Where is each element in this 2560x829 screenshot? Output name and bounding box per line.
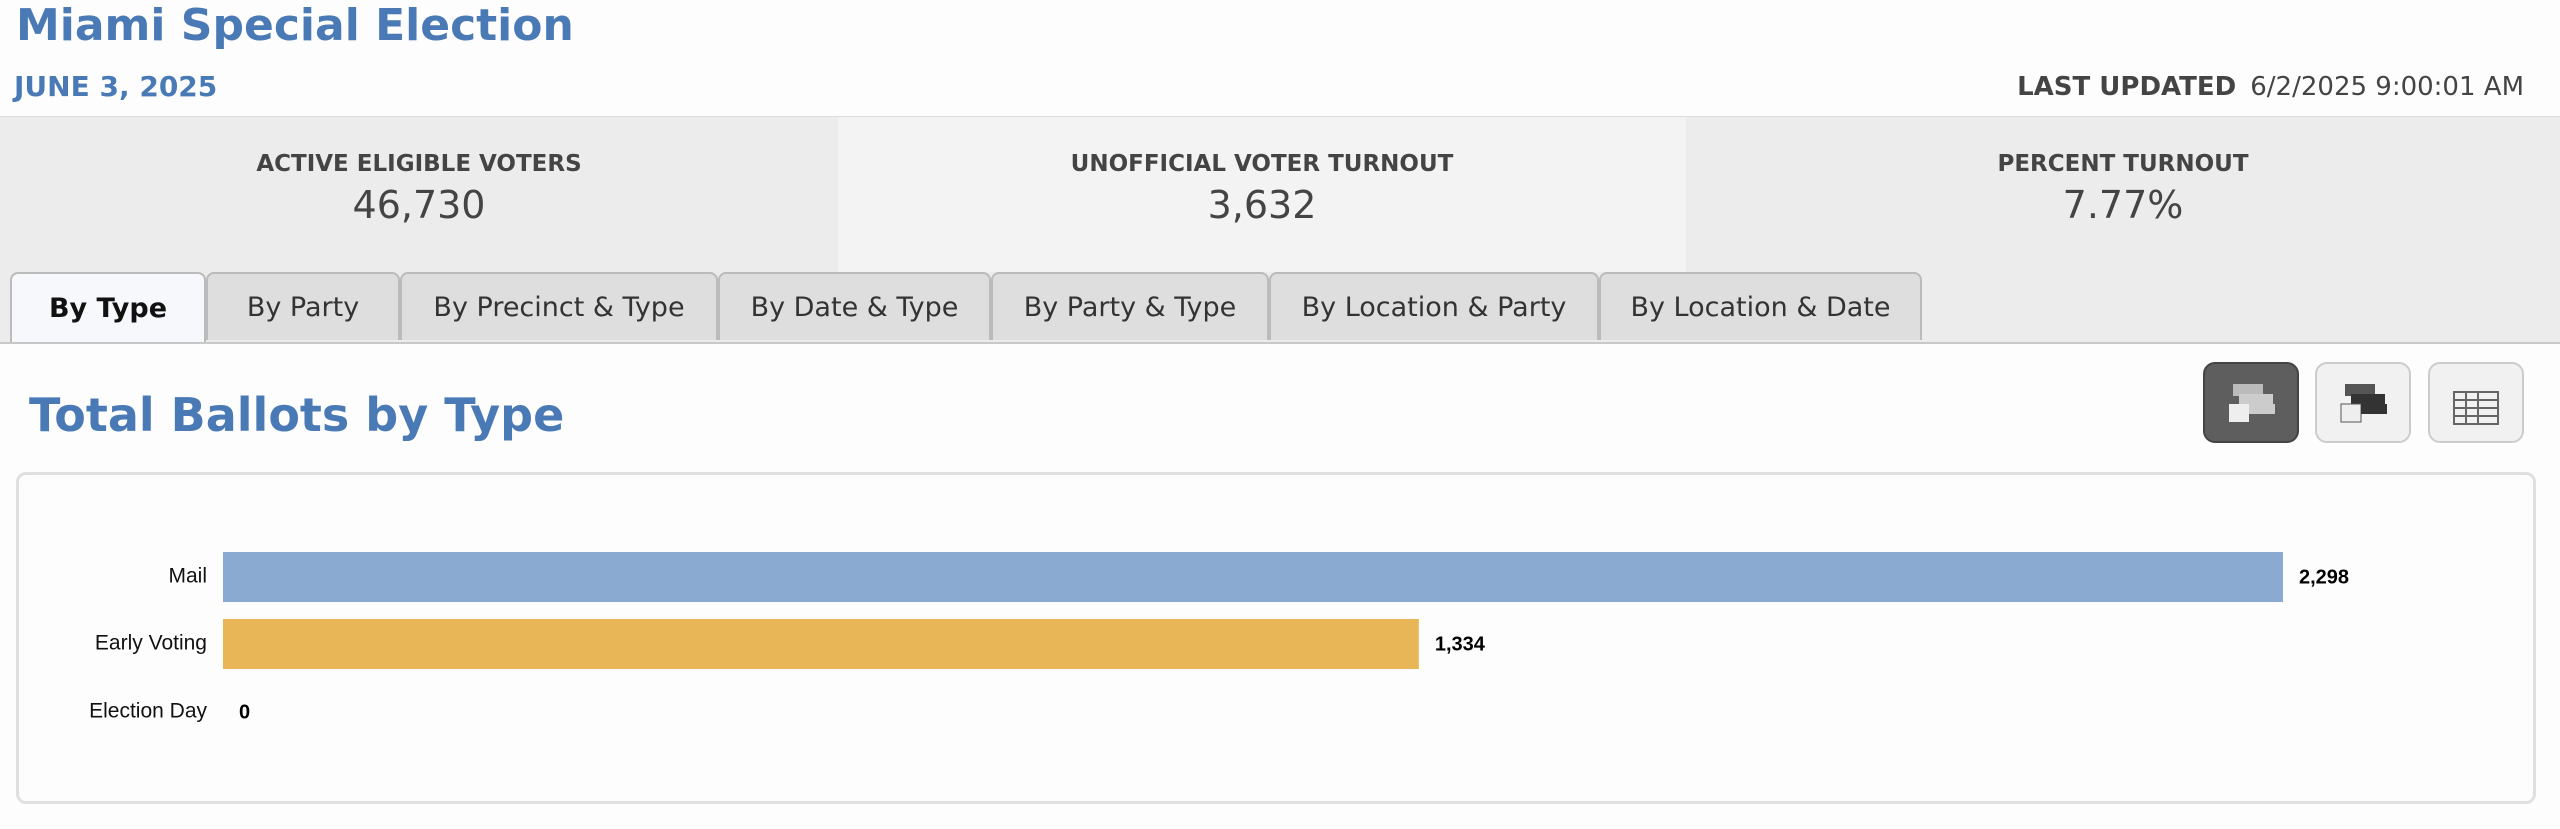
section-title: Total Ballots by Type: [29, 388, 565, 442]
last-updated-label: LAST UPDATED: [2017, 72, 2237, 102]
chart-panel: Mail 2,298 Early Voting 1,334 Election Day 0: [16, 472, 2536, 804]
stats-band: ACTIVE ELIGIBLE VOTERS 46,730 UNOFFICIAL V…: [0, 116, 2560, 273]
tab[interactable]: By Precinct & Type: [400, 272, 718, 340]
tab[interactable]: By Party & Type: [991, 272, 1269, 340]
tab-bar: By Type By Party By Precinct & Type By Date…: [0, 272, 2560, 344]
value-label: 0: [239, 701, 250, 723]
page-title: Miami Special Election: [16, 0, 574, 51]
tab[interactable]: By Location & Party: [1269, 272, 1599, 340]
icon: [2229, 384, 2275, 422]
icon: [2340, 384, 2387, 423]
stat-card: PERCENT TURNOUT 7.77%: [1686, 117, 2560, 273]
category-label: Mail: [168, 565, 207, 588]
bar: [223, 619, 1419, 669]
election-date: JUNE 3, 2025: [14, 70, 218, 103]
last-updated-value: 6/2/2025 9:00:01 AM: [2250, 72, 2524, 102]
category-label: Election Day: [89, 700, 207, 723]
stat-value: 7.77%: [2062, 183, 2184, 227]
value-label: 1,334: [1435, 633, 1486, 655]
stat-card: UNOFFICIAL VOTER TURNOUT 3,632: [838, 117, 1686, 273]
percent-view-button[interactable]: [2315, 362, 2411, 443]
chart: Mail 2,298 Early Voting 1,334 Election Day 0: [89, 552, 2349, 723]
tab[interactable]: By Party: [206, 272, 400, 340]
stat-value: 3,632: [1207, 183, 1317, 227]
stat-value: 46,730: [352, 183, 486, 227]
tab[interactable]: By Date & Type: [718, 272, 991, 340]
table-view-button[interactable]: [2428, 362, 2524, 443]
stat-label: PERCENT TURNOUT: [1997, 151, 2249, 177]
tab[interactable]: By Location & Date: [1599, 272, 1922, 340]
stat-label: ACTIVE ELIGIBLE VOTERS: [256, 151, 582, 177]
value-label: 2,298: [2299, 566, 2349, 588]
last-updated: LAST UPDATED 6/2/2025 9:00:01 AM: [2017, 72, 2524, 102]
tab[interactable]: By Type: [10, 272, 206, 342]
category-label: Early Voting: [95, 632, 207, 655]
bar: [223, 552, 2283, 602]
count-view-button[interactable]: [2203, 362, 2299, 443]
stat-label: UNOFFICIAL VOTER TURNOUT: [1070, 151, 1454, 177]
icon: [2453, 391, 2499, 425]
stat-card: ACTIVE ELIGIBLE VOTERS 46,730: [0, 117, 838, 273]
